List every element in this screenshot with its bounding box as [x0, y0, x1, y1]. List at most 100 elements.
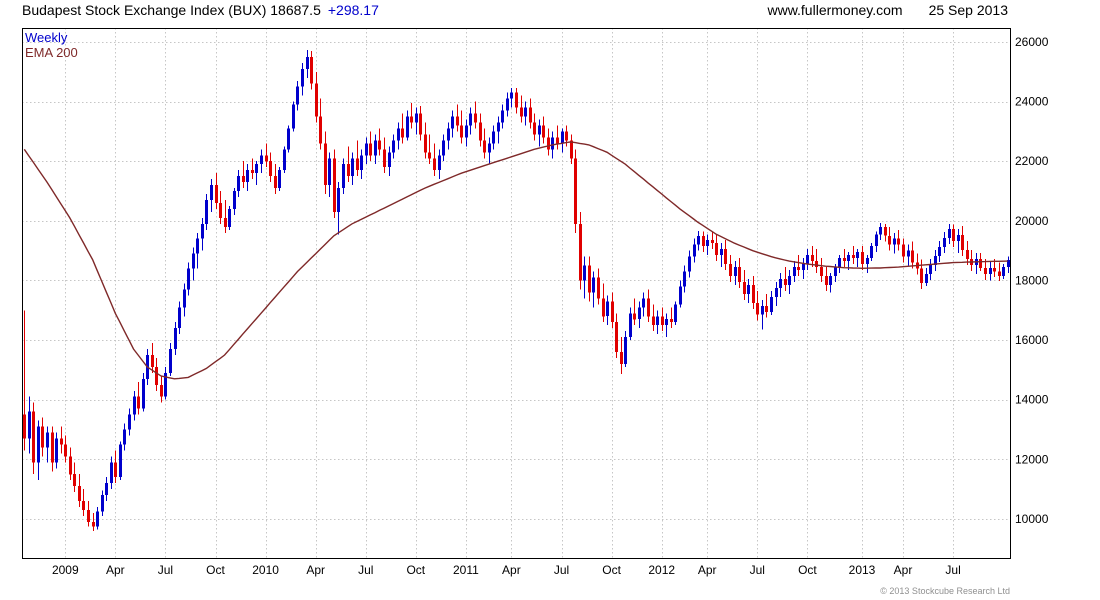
price-change: +298.17 — [327, 2, 379, 18]
chart-legend: Weekly EMA 200 — [25, 30, 78, 60]
candle — [388, 146, 391, 177]
candle — [274, 164, 277, 194]
candle — [761, 299, 764, 330]
candle — [838, 255, 841, 273]
header-left: Budapest Stock Exchange Index (BUX) 1868… — [22, 2, 379, 18]
candle — [210, 179, 213, 212]
candle — [283, 146, 286, 174]
candle — [69, 447, 72, 481]
candle — [37, 420, 40, 481]
candle — [255, 161, 258, 186]
candle — [278, 167, 281, 192]
candle — [128, 408, 131, 436]
candle — [1002, 264, 1005, 279]
candle — [365, 137, 368, 165]
legend-weekly: Weekly — [25, 30, 68, 45]
candle — [697, 231, 700, 251]
x-axis-label: Oct — [798, 563, 817, 577]
y-axis-label: 22000 — [1015, 154, 1049, 168]
candle — [28, 396, 31, 454]
candle — [615, 313, 618, 358]
ema-200-line — [23, 141, 1008, 380]
x-axis-label: Apr — [502, 563, 521, 577]
candle — [547, 128, 550, 156]
x-axis-label: Oct — [602, 563, 621, 577]
candle — [734, 261, 737, 285]
candle — [82, 489, 85, 516]
y-axis-label: 10000 — [1015, 512, 1049, 526]
y-axis-label: 14000 — [1015, 393, 1049, 407]
candle — [333, 149, 336, 218]
candle — [337, 182, 340, 235]
x-axis-label: Jul — [358, 563, 373, 577]
candle — [178, 301, 181, 335]
candle — [155, 358, 158, 391]
candle — [825, 267, 828, 291]
candle — [775, 282, 778, 306]
candle — [465, 119, 468, 147]
candle — [665, 313, 668, 338]
candle — [629, 307, 632, 341]
candle — [957, 229, 960, 254]
candle — [538, 119, 541, 147]
candle — [497, 116, 500, 144]
site-link[interactable]: www.fullermoney.com — [767, 2, 903, 18]
candle — [401, 113, 404, 144]
candle — [151, 343, 154, 373]
candle — [301, 62, 304, 96]
candle — [893, 232, 896, 254]
y-axis-labels: 10000 12000 14000 16000 18000 20000 22000 24000… — [1015, 35, 1049, 526]
candle — [142, 372, 145, 412]
candle — [46, 426, 49, 463]
candle — [228, 206, 231, 230]
candle — [347, 146, 350, 183]
candle — [642, 292, 645, 317]
candle — [242, 161, 245, 189]
candle — [296, 80, 299, 111]
x-axis-label: Jul — [554, 563, 569, 577]
candle — [310, 51, 313, 90]
candle — [324, 131, 327, 194]
candle — [55, 432, 58, 469]
candle — [588, 256, 591, 302]
candle — [706, 234, 709, 256]
chart-title: Budapest Stock Exchange Index (BUX) 1868… — [22, 2, 321, 18]
candle — [265, 143, 268, 168]
y-axis-label: 16000 — [1015, 333, 1049, 347]
candle — [306, 49, 309, 78]
candle — [251, 158, 254, 180]
candle — [520, 95, 523, 123]
candle — [205, 194, 208, 230]
candles-layer — [23, 49, 1010, 531]
y-axis-label: 18000 — [1015, 274, 1049, 288]
candle — [975, 253, 978, 274]
candle — [998, 262, 1001, 282]
candle — [916, 253, 919, 275]
x-axis-label: 2013 — [849, 563, 876, 577]
header-bar: Budapest Stock Exchange Index (BUX) 1868… — [22, 2, 1008, 22]
candle — [952, 224, 955, 248]
candle — [570, 134, 573, 165]
candle — [847, 252, 850, 270]
candle — [920, 259, 923, 289]
candle — [479, 113, 482, 147]
candle — [328, 152, 331, 197]
candle — [356, 140, 359, 177]
candle — [720, 243, 723, 268]
candle — [943, 232, 946, 254]
candle — [451, 110, 454, 138]
candle — [201, 217, 204, 251]
y-axis-label: 26000 — [1015, 35, 1049, 49]
candle — [315, 71, 318, 123]
candle — [433, 143, 436, 177]
candle — [60, 426, 63, 454]
candle — [410, 103, 413, 129]
x-axis-labels: 2009 Apr Jul Oct 2010 Apr Jul Oct 2011 Apr Jul Oct 2… — [52, 563, 961, 577]
candle — [360, 149, 363, 180]
candle — [392, 134, 395, 159]
candle — [897, 229, 900, 251]
candle — [724, 240, 727, 270]
candle — [32, 402, 35, 475]
